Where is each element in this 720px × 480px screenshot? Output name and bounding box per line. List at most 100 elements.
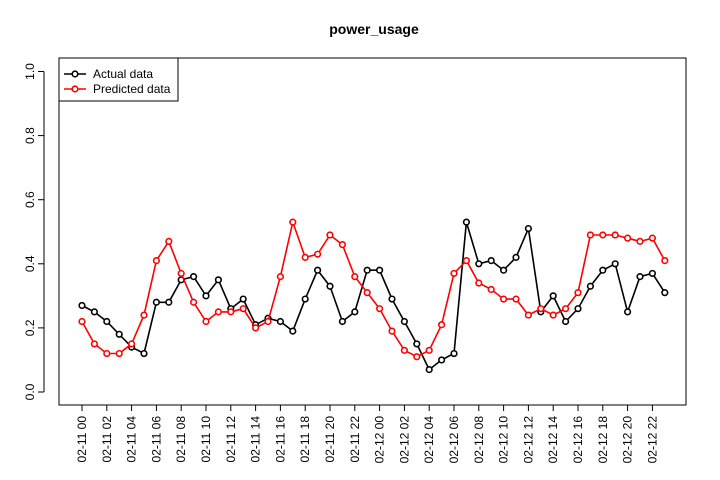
x-tick-label: 02-11 04 [125,416,139,463]
x-tick-label: 02-11 06 [149,416,163,463]
y-tick-label: 0.4 [23,255,37,272]
data-point [103,317,111,326]
data-point [289,327,297,335]
legend-box [58,57,179,102]
legend-marker [71,70,79,78]
data-point [438,356,446,364]
data-point [128,340,136,348]
legend-marker [71,85,79,93]
data-point [190,298,198,306]
data-point [314,266,322,274]
data-point [500,295,508,303]
data-point [611,231,619,239]
data-point [611,260,619,268]
data-point [425,365,433,374]
x-tick-label: 02-12 00 [373,416,387,464]
y-axis: 0.0 0.2 0.4 0.6 0.8 1.0 [23,63,45,400]
data-point [276,317,285,326]
series-layer [78,218,669,374]
x-tick-label: 02-12 14 [546,416,560,464]
data-point [140,349,148,358]
data-point [103,349,111,358]
data-point [314,250,322,258]
data-point [400,346,409,354]
data-point [301,253,309,261]
data-point [450,349,458,358]
x-tick-label: 02-11 16 [273,416,287,463]
data-point [425,346,433,354]
data-point [599,231,607,239]
data-point [289,218,297,226]
data-point [301,295,309,303]
x-tick-label: 02-12 20 [621,416,635,464]
x-tick-label: 02-12 04 [422,416,436,464]
data-point [90,308,98,316]
legend-label: Actual data [93,67,153,81]
x-tick-label: 02-11 08 [174,416,188,463]
data-point [524,311,533,319]
data-point [140,311,148,319]
data-point [475,260,483,268]
data-point [90,340,98,348]
x-tick-label: 02-11 20 [323,416,337,463]
data-point [115,349,123,358]
x-tick-label: 02-12 02 [397,416,411,464]
data-point [351,273,359,281]
data-point [326,231,334,239]
x-tick-label: 02-11 00 [75,416,89,463]
data-point [227,308,235,316]
data-point [115,330,123,338]
data-point [338,317,347,326]
data-point [177,269,185,278]
data-point [78,317,86,326]
data-point [165,237,173,245]
x-tick-label: 02-12 12 [521,416,535,464]
y-tick-label: 0.0 [23,383,37,400]
x-tick-label: 02-12 10 [497,416,511,464]
chart-title: power_usage [329,21,419,37]
x-tick-label: 02-12 06 [447,416,461,464]
data-point [214,308,222,316]
data-point [561,305,570,313]
data-point [561,317,570,326]
data-point [413,353,421,361]
data-point [438,321,446,329]
data-point [190,273,198,281]
data-point [376,305,384,313]
data-point [623,234,632,242]
data-point [400,317,409,326]
data-point [487,256,495,265]
x-tick-label: 02-11 10 [199,416,213,463]
x-tick-label: 02-12 16 [571,416,585,464]
data-point [661,256,669,265]
data-point [586,282,595,290]
data-point [388,295,396,303]
data-point [487,285,495,294]
data-point [586,231,595,239]
x-tick-label: 02-12 18 [596,416,610,464]
data-point [462,256,471,265]
data-point [648,269,657,278]
series-actual [78,218,669,374]
data-point [239,305,247,313]
x-axis: 02-11 00 02-11 02 02-11 04 02-11 06 02-11 08… [75,404,659,464]
plot-frame [58,57,687,406]
data-point [202,292,210,300]
data-point [152,256,160,265]
data-point [549,311,557,319]
data-point [165,298,173,306]
data-point [623,308,632,316]
data-point [326,282,334,290]
x-tick-label: 02-12 08 [472,416,486,464]
data-point [239,295,247,303]
legend-label: Predicted data [93,82,171,96]
data-point [152,298,160,306]
y-tick-label: 0.6 [23,191,37,208]
data-point [214,276,222,284]
data-point [363,289,371,297]
y-tick-label: 0.2 [23,319,37,336]
x-tick-label: 02-12 22 [645,416,659,464]
x-tick-label: 02-11 14 [249,416,263,463]
